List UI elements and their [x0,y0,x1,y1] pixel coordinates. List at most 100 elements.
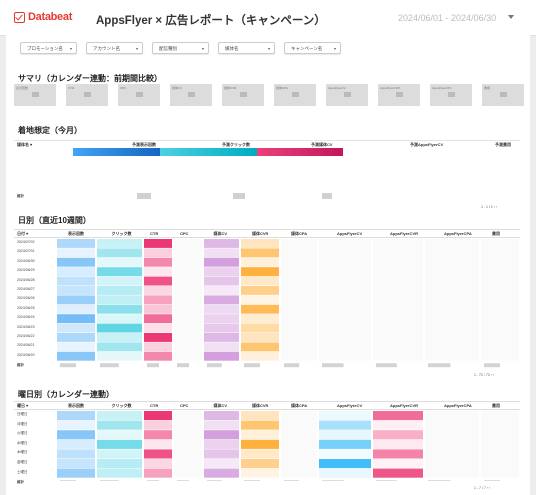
weekday-col-7[interactable]: 媒体CPA [291,403,308,408]
forecast-col-cost[interactable]: 予測費用 [495,142,511,147]
cell [373,248,423,258]
daily-col-9[interactable]: AppsFlyerCVR [390,231,419,236]
cell [241,286,279,295]
cell [373,468,423,478]
prev-page-icon[interactable]: ‹ [490,373,492,377]
cell [319,459,371,469]
daily-col-5[interactable]: 媒体CV [213,231,228,236]
weekday-col-1[interactable]: 表示回数 [68,403,84,408]
filter-media[interactable]: 媒体名 [218,42,275,54]
date-range-selector[interactable]: 2024/06/01 - 2024/06/30 [398,13,497,23]
cell [97,239,142,248]
daily-col-7[interactable]: 媒体CPA [291,231,308,236]
weekday-row-label: 日曜日 [17,412,28,416]
weekday-title: 曜日別（カレンダー連動） [18,390,114,399]
cell [319,430,371,440]
cell [204,314,239,324]
total-cell [428,363,451,368]
cell [425,420,479,430]
next-page-icon[interactable]: › [489,486,491,490]
dropdown-arrow-icon[interactable] [508,15,514,19]
forecast-clicks-bar [160,148,257,156]
cell [97,342,142,352]
forecast-col-af-cv[interactable]: 予測AppsFlyerCV [410,142,444,147]
cell [204,295,239,305]
cell [241,295,279,305]
forecast-col-clicks[interactable]: 予測クリック数 [222,142,250,147]
prev-page-icon[interactable]: ‹ [493,205,496,209]
cell [481,276,519,286]
daily-col-0[interactable]: 日付 ▾ [17,231,29,236]
cell [281,314,317,324]
weekday-col-2[interactable]: クリック数 [111,403,132,408]
filter-bar: プロモーション名 アカウント名 配信種別 媒体名 キャンペーン名 [20,42,350,54]
weekday-col-3[interactable]: CTR [150,403,159,408]
cell [97,314,142,324]
weekday-col-4[interactable]: CPC [180,403,189,408]
cell [57,459,95,469]
cell [481,411,519,421]
forecast-col-media[interactable]: 媒体名 ▾ [17,142,33,147]
daily-col-6[interactable]: 媒体CVR [252,231,269,236]
filter-promotion[interactable]: プロモーション名 [20,42,77,54]
daily-col-4[interactable]: CPC [180,231,189,236]
cell [57,420,95,430]
cell [144,267,172,277]
kpi-card: AppsFlyerCVR [378,84,420,106]
next-page-icon[interactable]: › [496,205,498,209]
weekday-col-9[interactable]: AppsFlyerCVR [390,403,419,408]
filter-delivery-type[interactable]: 配信種別 [152,42,209,54]
daily-col-2[interactable]: クリック数 [111,231,132,236]
daily-col-10[interactable]: AppsFlyerCPA [444,231,472,236]
next-page-icon[interactable]: › [492,373,495,377]
weekday-row-label: 金曜日 [17,460,28,464]
daily-col-1[interactable]: 表示回数 [68,231,84,236]
cell [319,449,371,459]
cell [425,430,479,440]
weekday-col-10[interactable]: AppsFlyerCPA [444,403,472,408]
filter-account[interactable]: アカウント名 [86,42,143,54]
prev-page-icon[interactable]: ‹ [486,486,489,490]
daily-total-label: 総計 [17,363,24,368]
cell [241,314,279,324]
cell [174,449,202,459]
cell [425,411,479,421]
cell [204,304,239,314]
cell [57,351,95,361]
daily-col-8[interactable]: AppsFlyerCV [337,231,363,236]
cell [204,411,239,421]
cell [281,333,317,342]
cell [174,411,202,421]
cell [57,468,95,478]
kpi-card: CPC [118,84,160,106]
daily-col-3[interactable]: CTR [150,231,159,236]
cell [241,468,279,478]
cell [281,323,317,333]
cell [57,411,95,421]
cell [204,439,239,449]
cell [281,459,317,469]
cell [281,420,317,430]
cell [241,304,279,314]
forecast-title: 着地想定（今月） [18,126,82,135]
cell [319,257,371,267]
total-cell [376,480,397,481]
dropdown-arrow-icon [202,48,204,50]
cell [481,257,519,267]
weekday-col-6[interactable]: 媒体CVR [252,403,269,408]
weekday-col-11[interactable]: 費用 [492,403,500,408]
cell [144,449,172,459]
weekday-col-8[interactable]: AppsFlyerCV [337,403,363,408]
filter-campaign[interactable]: キャンペーン名 [284,42,341,54]
cell [204,449,239,459]
forecast-col-media-cv[interactable]: 予測媒体CV [311,142,333,147]
cell [319,267,371,277]
daily-col-11[interactable]: 費用 [492,231,500,236]
weekday-col-0[interactable]: 曜日 ▾ [17,403,29,408]
forecast-col-impressions[interactable]: 予測表示回数 [132,142,156,147]
cell [57,257,95,267]
cell [204,342,239,352]
cell [57,304,95,314]
weekday-col-5[interactable]: 媒体CV [213,403,228,408]
cell [373,459,423,469]
